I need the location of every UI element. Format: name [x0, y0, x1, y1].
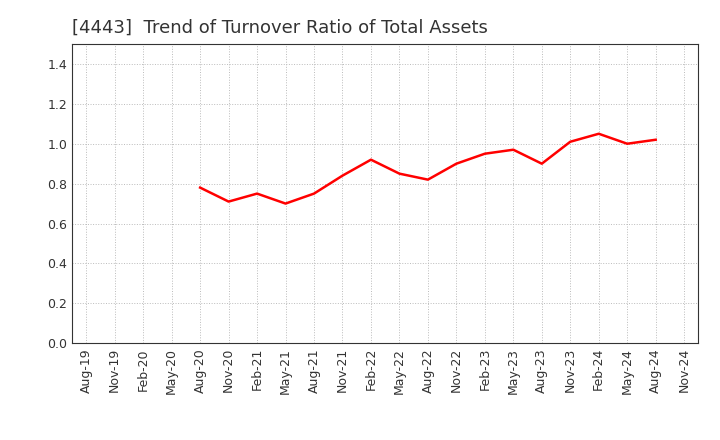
Text: [4443]  Trend of Turnover Ratio of Total Assets: [4443] Trend of Turnover Ratio of Total …	[72, 19, 488, 37]
